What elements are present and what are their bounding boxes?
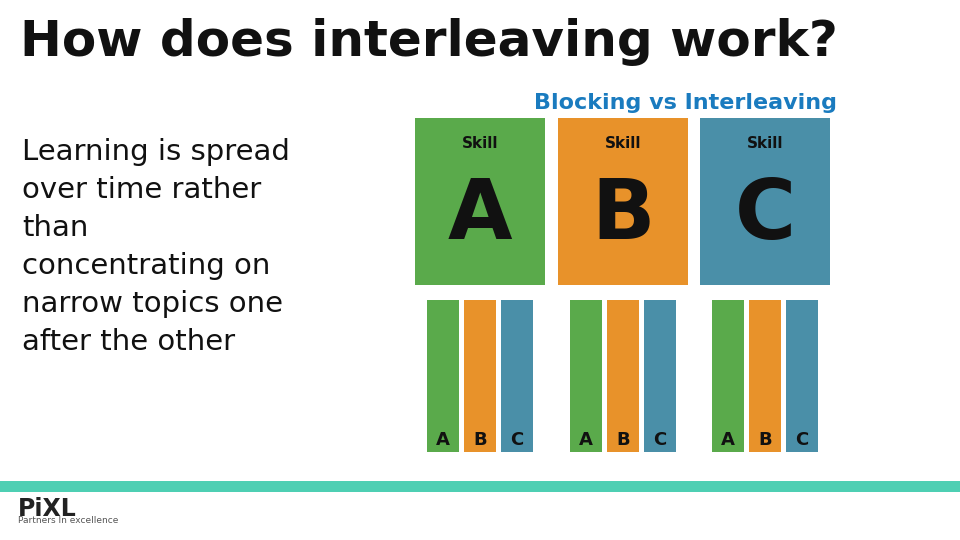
Bar	[570, 300, 602, 452]
Text: B: B	[473, 431, 487, 449]
Text: Learning is spread
over time rather
than
concentrating on
narrow topics one
afte: Learning is spread over time rather than…	[22, 138, 290, 355]
Text: B: B	[616, 431, 630, 449]
Text: A: A	[436, 431, 450, 449]
Text: A: A	[579, 431, 593, 449]
Text: PiXL: PiXL	[18, 497, 77, 521]
Bar	[700, 118, 830, 285]
Bar	[501, 300, 533, 452]
Text: A: A	[721, 431, 735, 449]
Text: B: B	[758, 431, 772, 449]
Text: B: B	[591, 175, 655, 256]
Text: C: C	[511, 431, 523, 449]
Text: Skill: Skill	[462, 136, 498, 151]
Text: A: A	[447, 175, 513, 256]
Text: C: C	[734, 175, 796, 256]
Bar	[712, 300, 744, 452]
Text: How does interleaving work?: How does interleaving work?	[20, 18, 838, 66]
Bar	[558, 118, 688, 285]
Text: Skill: Skill	[747, 136, 783, 151]
Bar	[607, 300, 639, 452]
Text: C: C	[654, 431, 666, 449]
Bar	[415, 118, 545, 285]
Text: Blocking vs Interleaving: Blocking vs Interleaving	[534, 93, 836, 113]
Bar	[749, 300, 781, 452]
Bar	[0, 481, 960, 492]
Bar	[427, 300, 459, 452]
Text: Partners In excellence: Partners In excellence	[18, 516, 118, 525]
Text: Skill: Skill	[605, 136, 641, 151]
Bar	[644, 300, 676, 452]
Text: C: C	[796, 431, 808, 449]
Bar	[786, 300, 818, 452]
Bar	[464, 300, 496, 452]
